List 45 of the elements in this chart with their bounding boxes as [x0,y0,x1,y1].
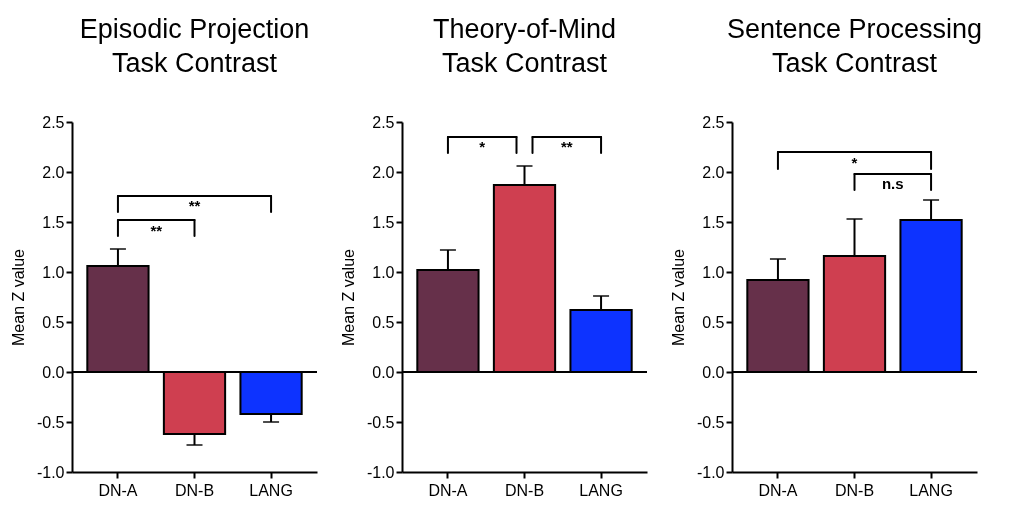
y-tick-label: 2.0 [42,163,65,181]
x-tick-label: DN-B [504,481,545,499]
y-tick-label: 0.5 [372,313,395,331]
annotation: ** [560,138,573,155]
x-tick-label: DN-A [98,481,138,499]
x-tick-label: DN-A [758,481,798,499]
y-tick-label: 2.0 [702,163,725,181]
y-tick-label: -1.0 [366,463,395,481]
y-tick-label: -0.5 [366,413,395,431]
y-tick-label: 0.5 [702,313,725,331]
y-tick-label: 1.5 [702,213,725,231]
annotation: ** [150,222,163,239]
y-axis-title: Mean Z value [669,248,687,346]
x-tick-label: LANG [579,481,623,499]
y-tick-label: 1.0 [702,263,725,281]
y-tick-label: 0.0 [702,363,725,381]
x-tick-label: LANG [249,481,293,499]
y-tick-label: 0.0 [372,363,395,381]
annotation: ** [188,197,201,214]
chart-title: Sentence Processing Task Contrast [726,14,983,78]
x-tick-label: DN-B [834,481,875,499]
y-axis-title: Mean Z value [339,248,357,346]
annotation: * [851,154,858,171]
chart-title: Episodic Projection Task Contrast [79,14,310,78]
y-tick-label: 2.0 [372,163,395,181]
y-tick-label: -1.0 [36,463,65,481]
y-axis-title: Mean Z value [9,248,27,346]
y-tick-label: -0.5 [36,413,65,431]
x-tick-label: DN-A [428,481,468,499]
y-tick-label: 0.5 [42,313,65,331]
y-tick-label: 1.5 [372,213,395,231]
annotation: n.s [881,175,904,192]
y-tick-label: 1.5 [42,213,65,231]
y-tick-label: -0.5 [696,413,725,431]
x-tick-label: DN-B [174,481,215,499]
y-tick-label: -1.0 [696,463,725,481]
annotation: * [479,138,486,155]
y-tick-label: 2.5 [372,113,395,131]
y-tick-label: 2.5 [42,113,65,131]
y-tick-label: 2.5 [702,113,725,131]
chart-title: Theory-of-Mind Task Contrast [432,14,617,78]
y-tick-label: 1.0 [42,263,65,281]
y-tick-label: 1.0 [372,263,395,281]
x-tick-label: LANG [909,481,953,499]
y-tick-label: 0.0 [42,363,65,381]
